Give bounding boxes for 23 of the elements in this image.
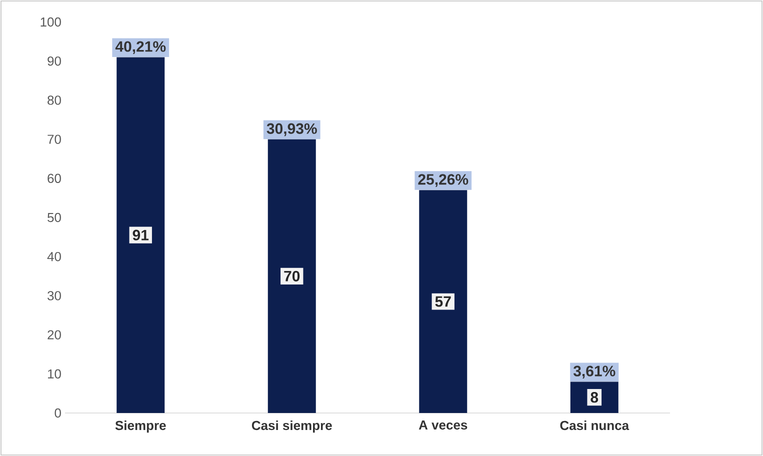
y-tick-label: 90 (48, 56, 61, 66)
y-tick-label: 30 (48, 291, 61, 300)
x-tick-label: Casi siempre (252, 420, 332, 433)
annotation: 25,26% (418, 174, 468, 187)
x-tick-label: Siempre (115, 420, 166, 433)
data-label: 70 (284, 270, 300, 282)
y-tick-label: 10 (48, 369, 61, 378)
y-tick-label: 70 (48, 134, 61, 144)
x-tick-label: Casi nunca (560, 420, 630, 430)
y-tick-label: 20 (48, 330, 61, 340)
y-tick-label: 60 (48, 174, 61, 183)
data-label: 8 (590, 392, 598, 403)
y-tick-label: 100 (40, 17, 61, 27)
y-tick-label: 40 (47, 252, 61, 262)
x-tick-label: A veces (418, 420, 468, 430)
data-label: 91 (132, 230, 149, 240)
data-label: 57 (435, 296, 451, 307)
y-tick-label: 80 (48, 96, 61, 105)
annotation: 30,93% (266, 123, 317, 136)
y-tick-label: 50 (48, 212, 61, 222)
y-tick-label: 0 (54, 408, 61, 418)
annotation: 40,21% (115, 41, 166, 54)
annotation: 3,61% (573, 366, 616, 379)
